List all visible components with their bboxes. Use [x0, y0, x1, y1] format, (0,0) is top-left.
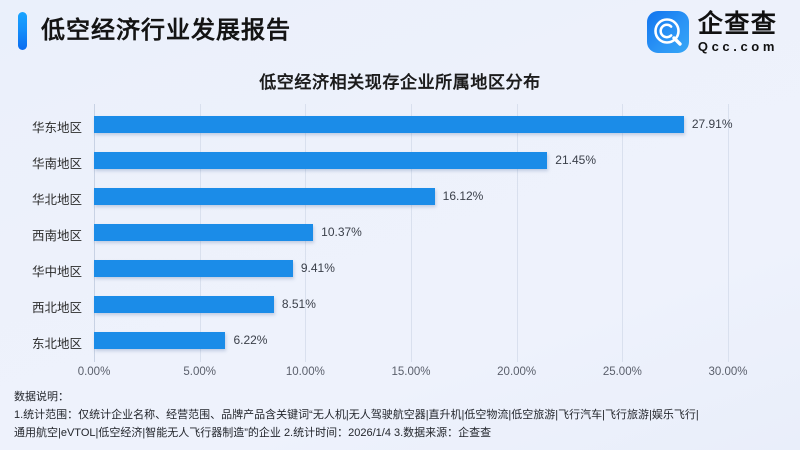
bar-value-label: 9.41%	[300, 261, 335, 275]
bar-西北地区[interactable]	[94, 296, 274, 313]
x-tick-label: 15.00%	[391, 366, 431, 378]
bar-东北地区[interactable]	[94, 332, 226, 349]
bar-value-label: 21.45%	[555, 153, 596, 167]
bar-华东地区[interactable]	[94, 116, 684, 133]
page-title: 低空经济行业发展报告	[41, 17, 291, 44]
bar-华中地区[interactable]	[94, 260, 293, 277]
data-notes: 数据说明： 1.统计范围：仅统计企业名称、经营范围、品牌产品含关键词“无人机|无…	[14, 389, 792, 442]
page-header: 低空经济行业发展报告 企查查 Qcc.com	[0, 0, 800, 62]
x-tick-label: 20.00%	[497, 366, 537, 378]
title-accent-bar-icon	[18, 12, 27, 50]
bar-chart: 华东地区 27.91% 华南地区 21.45% 华北地区 16.12% 西南地区 10.37%…	[0, 100, 800, 385]
report-title-group: 低空经济行业发展报告	[18, 12, 291, 50]
bar-row[interactable]: 华南地区 21.45%	[0, 152, 800, 171]
category-label: 东北地区	[31, 337, 82, 351]
category-label: 西北地区	[31, 301, 82, 315]
gridline-4	[516, 104, 518, 362]
bar-value-label: 16.12%	[442, 189, 484, 203]
data-notes-line-1: 1.统计范围：仅统计企业名称、经营范围、品牌产品含关键词“无人机|无人驾驶航空器…	[14, 408, 699, 421]
bar-value-label: 10.37%	[321, 225, 362, 239]
bar-value-label: 27.91%	[691, 117, 733, 131]
bar-西南地区[interactable]	[94, 224, 314, 241]
category-label: 华南地区	[31, 157, 82, 171]
x-tick-label: 0.00%	[77, 366, 111, 378]
brand-name-cn: 企查查	[697, 10, 778, 39]
chart-title: 低空经济相关现存企业所属地区分布	[259, 73, 541, 92]
bar-row[interactable]: 华东地区 27.91%	[0, 116, 800, 135]
category-label: 华北地区	[31, 193, 82, 207]
x-tick-label: 5.00%	[183, 366, 216, 378]
category-label: 西南地区	[31, 229, 82, 243]
x-tick-label: 30.00%	[708, 366, 748, 378]
gridline-5	[622, 104, 624, 362]
bar-row[interactable]: 西南地区 10.37%	[0, 224, 800, 243]
x-tick-label: 25.00%	[602, 366, 642, 378]
bar-row[interactable]: 华北地区 16.12%	[0, 188, 800, 207]
brand-logo-text: 企查查 Qcc.com	[697, 10, 778, 54]
bar-row[interactable]: 东北地区 6.22%	[0, 332, 800, 351]
x-axis-ticks: 0.00% 5.00% 10.00% 15.00% 20.00% 25.00% 30.00%	[0, 366, 800, 386]
category-label: 华东地区	[31, 121, 82, 135]
bar-value-label: 8.51%	[281, 297, 316, 311]
brand-name-en: Qcc.com	[697, 38, 778, 54]
gridline-6	[728, 104, 729, 362]
brand-logo[interactable]: 企查查 Qcc.com	[646, 10, 778, 54]
qcc-logo-icon	[646, 11, 689, 53]
bar-华北地区[interactable]	[94, 188, 435, 205]
bar-value-label: 6.22%	[233, 333, 268, 347]
data-notes-heading: 数据说明：	[14, 391, 69, 403]
bar-row[interactable]: 华中地区 9.41%	[0, 260, 800, 279]
x-tick-label: 10.00%	[285, 366, 325, 378]
bar-row[interactable]: 西北地区 8.51%	[0, 296, 800, 315]
bar-华南地区[interactable]	[94, 152, 548, 169]
gridline-3	[411, 104, 412, 362]
category-label: 华中地区	[31, 265, 82, 279]
data-notes-line-2: 通用航空|eVTOL|低空经济|智能无人飞行器制造”的企业 2.统计时间：202…	[14, 426, 492, 439]
